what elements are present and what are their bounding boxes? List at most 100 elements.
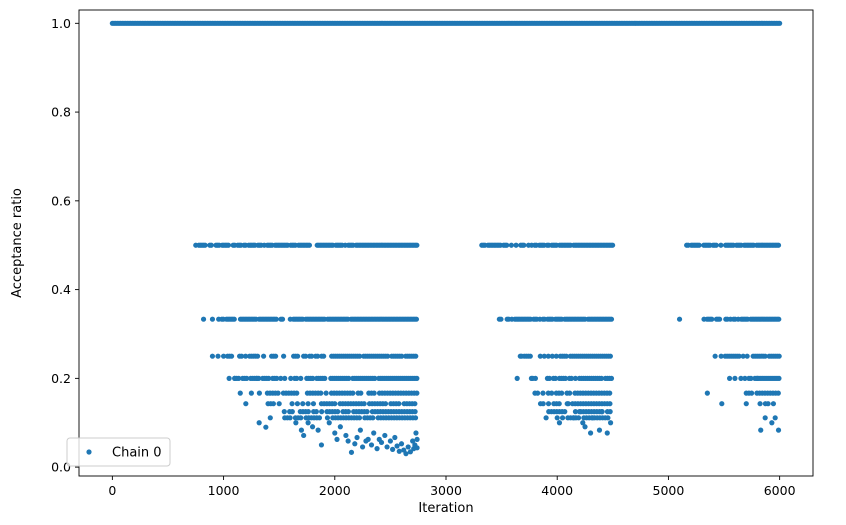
data-point (359, 444, 366, 450)
data-point (568, 375, 575, 381)
data-point (243, 353, 249, 359)
data-point (587, 430, 594, 436)
data-point (345, 438, 351, 444)
data-point (582, 424, 588, 430)
data-point (266, 375, 272, 381)
data-point (556, 401, 562, 407)
data-point (748, 375, 754, 381)
data-point (744, 353, 750, 359)
data-point (385, 353, 391, 359)
y-tick-label: 0.2 (51, 371, 71, 386)
data-point (740, 353, 746, 359)
data-point (537, 401, 544, 407)
data-point (549, 353, 555, 359)
data-point (309, 353, 315, 359)
data-point (370, 415, 376, 421)
data-point (676, 316, 683, 322)
data-point (255, 353, 261, 359)
data-point (772, 415, 778, 421)
x-tick-label: 0 (108, 483, 116, 498)
data-point (709, 316, 715, 322)
data-point (769, 420, 775, 426)
data-point (776, 316, 782, 322)
legend-label-chain-0: Chain 0 (112, 446, 162, 461)
data-point (305, 409, 311, 415)
data-point (270, 401, 276, 407)
x-tick-label: 2000 (319, 483, 351, 498)
data-point (604, 430, 610, 436)
data-point (543, 415, 549, 421)
data-point (738, 375, 744, 381)
data-point (228, 353, 235, 359)
data-point (413, 353, 419, 359)
data-point (776, 353, 782, 359)
data-point (403, 451, 409, 457)
legend-marker (86, 449, 92, 455)
data-point (310, 401, 317, 407)
y-tick-label: 0.6 (51, 193, 71, 208)
data-point (545, 401, 552, 407)
data-point (315, 427, 321, 433)
data-point (530, 375, 536, 381)
data-point (607, 353, 613, 359)
data-point (414, 375, 420, 381)
data-point (407, 449, 414, 455)
x-axis-ticks: 0 1000 2000 3000 4000 5000 6000 (108, 476, 796, 498)
data-point (202, 242, 208, 248)
data-point (298, 375, 304, 381)
data-point (350, 390, 356, 396)
data-point (294, 375, 300, 381)
data-point (309, 424, 316, 430)
data-point (559, 390, 565, 396)
data-point (295, 353, 301, 359)
data-point (396, 401, 402, 407)
data-point (323, 390, 329, 396)
data-point (354, 434, 360, 441)
data-point (256, 420, 262, 426)
data-point (749, 390, 755, 396)
data-point (535, 390, 541, 396)
data-point (775, 427, 782, 433)
y-tick-label: 1.0 (51, 16, 71, 31)
data-point (334, 436, 340, 442)
data-point (775, 390, 781, 396)
y-axis-label: Acceptance ratio (10, 188, 25, 298)
data-point (316, 415, 323, 421)
data-point (610, 242, 616, 248)
data-point (226, 375, 232, 381)
data-point (365, 436, 371, 442)
data-point (414, 242, 420, 248)
data-point (274, 375, 280, 381)
data-point (607, 409, 613, 415)
data-point (289, 409, 295, 415)
data-point (607, 420, 614, 426)
data-point (305, 420, 311, 426)
data-point (776, 375, 782, 381)
data-point (762, 353, 768, 359)
data-point (215, 353, 221, 359)
data-point (357, 427, 363, 433)
data-point (398, 441, 405, 447)
data-point (225, 242, 232, 248)
data-point (220, 353, 227, 359)
data-point (254, 375, 260, 381)
data-point (762, 415, 768, 421)
data-point (775, 242, 782, 248)
data-point (696, 242, 702, 248)
y-tick-label: 0.8 (51, 105, 71, 120)
data-point (565, 401, 571, 407)
data-point (352, 441, 358, 447)
data-point (319, 409, 325, 415)
data-point (716, 316, 723, 322)
data-point (736, 353, 742, 359)
data-point (372, 375, 378, 381)
data-point (282, 375, 288, 381)
data-point (361, 401, 367, 407)
data-point (345, 409, 351, 415)
data-point (300, 401, 306, 407)
data-point (412, 415, 419, 421)
data-point (552, 375, 559, 381)
data-point (514, 375, 520, 381)
data-point (313, 409, 319, 415)
data-point (293, 420, 299, 426)
